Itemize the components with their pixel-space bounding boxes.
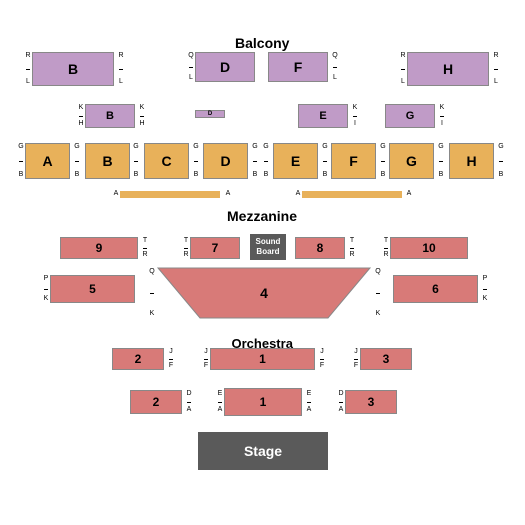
row-tick — [75, 161, 79, 162]
row-tick — [26, 69, 30, 70]
orch-section-7[interactable]: 7 — [190, 237, 240, 259]
row-tick — [264, 161, 268, 162]
balcony-section-G-2[interactable]: G — [385, 104, 435, 128]
mezz-section-E[interactable]: E — [273, 143, 318, 179]
row-label: A — [405, 190, 413, 198]
row-tick — [353, 116, 357, 117]
row-tick — [323, 161, 327, 162]
row-tick — [44, 289, 48, 290]
stage: Stage — [198, 432, 328, 470]
row-tick — [350, 248, 354, 249]
balcony-label: Balcony — [235, 35, 289, 51]
mezz-section-G[interactable]: G — [389, 143, 434, 179]
balcony-section-D-2[interactable]: D — [195, 110, 225, 118]
row-tick — [253, 161, 257, 162]
row-tick — [494, 69, 498, 70]
row-tick — [140, 116, 144, 117]
row-tick — [333, 67, 337, 68]
row-tick — [440, 116, 444, 117]
row-tick — [339, 402, 343, 403]
orch-section-3-r3[interactable]: 3 — [360, 348, 412, 370]
row-tick — [381, 161, 385, 162]
balcony-section-E-2[interactable]: E — [298, 104, 348, 128]
row-tick — [376, 293, 380, 294]
row-tick — [119, 69, 123, 70]
orch-section-10[interactable]: 10 — [390, 237, 468, 259]
orch-section-9[interactable]: 9 — [60, 237, 138, 259]
row-tick — [184, 248, 188, 249]
row-label: A — [224, 190, 232, 198]
orch-section-3-r4[interactable]: 3 — [345, 390, 397, 414]
row-tick — [483, 289, 487, 290]
row-tick — [19, 161, 23, 162]
soundboard: Sound Board — [250, 234, 286, 260]
mezz-section-H[interactable]: H — [449, 143, 494, 179]
row-tick — [320, 359, 324, 360]
mezz-section-A[interactable]: A — [25, 143, 70, 179]
orch-section-1-r4[interactable]: 1 — [224, 388, 302, 416]
mezz-section-B[interactable]: B — [85, 143, 130, 179]
balcony-section-B[interactable]: B — [32, 52, 114, 86]
row-tick — [354, 359, 358, 360]
row-tick — [134, 161, 138, 162]
row-tick — [401, 69, 405, 70]
balcony-section-F[interactable]: F — [268, 52, 328, 82]
orch-section-8[interactable]: 8 — [295, 237, 345, 259]
row-tick — [194, 161, 198, 162]
row-tick — [218, 402, 222, 403]
orch-section-4[interactable] — [158, 268, 370, 318]
row-tick — [307, 402, 311, 403]
orch-section-1-r3[interactable]: 1 — [210, 348, 315, 370]
balcony-section-B-2[interactable]: B — [85, 104, 135, 128]
seating-chart: BalconyMezzanineOrchestraBDFHBDEGABCDEFG… — [0, 0, 525, 525]
orch-section-2-r4[interactable]: 2 — [130, 390, 182, 414]
row-tick — [204, 359, 208, 360]
row-tick — [143, 248, 147, 249]
row-label: A — [112, 190, 120, 198]
orch-section-2-r3[interactable]: 2 — [112, 348, 164, 370]
row-tick — [439, 161, 443, 162]
balcony-section-D[interactable]: D — [195, 52, 255, 82]
mezz-section-F[interactable]: F — [331, 143, 376, 179]
row-tick — [79, 116, 83, 117]
row-tick — [150, 293, 154, 294]
orch-section-5[interactable]: 5 — [50, 275, 135, 303]
row-tick — [189, 67, 193, 68]
row-tick — [169, 359, 173, 360]
balcony-section-H[interactable]: H — [407, 52, 489, 86]
mezz-section-C[interactable]: C — [144, 143, 189, 179]
mezzanine-label: Mezzanine — [227, 208, 297, 224]
row-tick — [384, 248, 388, 249]
mezz-thin-1[interactable] — [302, 191, 402, 198]
row-tick — [187, 402, 191, 403]
mezz-thin-0[interactable] — [120, 191, 220, 198]
row-tick — [499, 161, 503, 162]
mezz-section-D[interactable]: D — [203, 143, 248, 179]
orch-section-6[interactable]: 6 — [393, 275, 478, 303]
row-label: A — [294, 190, 302, 198]
